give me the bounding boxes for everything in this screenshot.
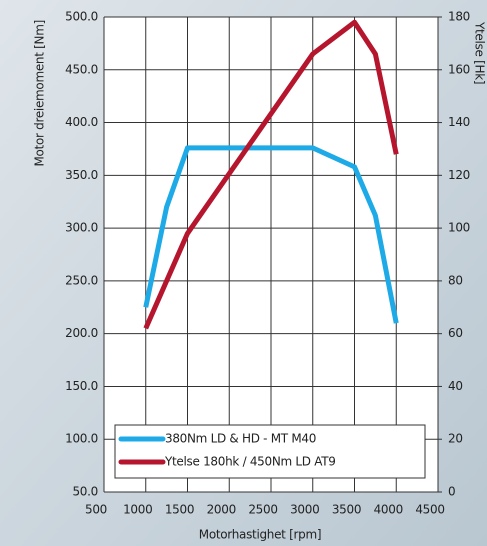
y2-tick-label: 180 <box>448 10 470 24</box>
y-axis-label: Motor dreiemoment [Nm] <box>33 20 47 167</box>
y2-tick-label: 160 <box>448 62 470 76</box>
x-tick-label: 500 <box>85 503 107 517</box>
legend-box <box>114 424 426 479</box>
x-axis-label: Motorhastighet [rpm] <box>199 528 321 542</box>
x-tick-label: 2500 <box>248 503 277 517</box>
y-tick-label: 200.0 <box>65 326 98 340</box>
y-tick-label: 50.0 <box>72 485 98 499</box>
y2-tick-label: 120 <box>448 168 470 182</box>
y2-tick-label: 140 <box>448 115 470 129</box>
line-series <box>143 145 399 324</box>
y-tick-label: 350.0 <box>65 168 98 182</box>
y-tick-label: 500.0 <box>65 10 98 24</box>
y-tick-label: 450.0 <box>65 62 98 76</box>
x-tick-label: 3500 <box>332 503 361 517</box>
y2-tick-label: 0 <box>448 485 455 499</box>
x-tick-label: 3000 <box>290 503 319 517</box>
y-tick-label: 100.0 <box>65 432 98 446</box>
x-tick-label: 4500 <box>415 503 444 517</box>
y2-tick-label: 80 <box>448 273 463 287</box>
legend-label: Ytelse 180hk / 450Nm LD AT9 <box>164 455 336 469</box>
x-tick-label: 1500 <box>165 503 194 517</box>
x-tick-label: 1000 <box>123 503 152 517</box>
y2-tick-label: 60 <box>448 326 463 340</box>
y2-tick-label: 20 <box>448 432 463 446</box>
y2-tick-label: 40 <box>448 379 463 393</box>
y-tick-label: 300.0 <box>65 221 98 235</box>
y-tick-label: 250.0 <box>65 273 98 287</box>
x-tick-label: 2000 <box>207 503 236 517</box>
legend-label: 380Nm LD & HD - MT M40 <box>165 432 316 446</box>
y-tick-label: 150.0 <box>65 379 98 393</box>
y2-tick-label: 100 <box>448 221 470 235</box>
y2-axis-label: Ytelse [Hk] <box>473 21 487 84</box>
y-tick-label: 400.0 <box>65 115 98 129</box>
line-series <box>143 19 399 330</box>
x-tick-label: 4000 <box>374 503 403 517</box>
